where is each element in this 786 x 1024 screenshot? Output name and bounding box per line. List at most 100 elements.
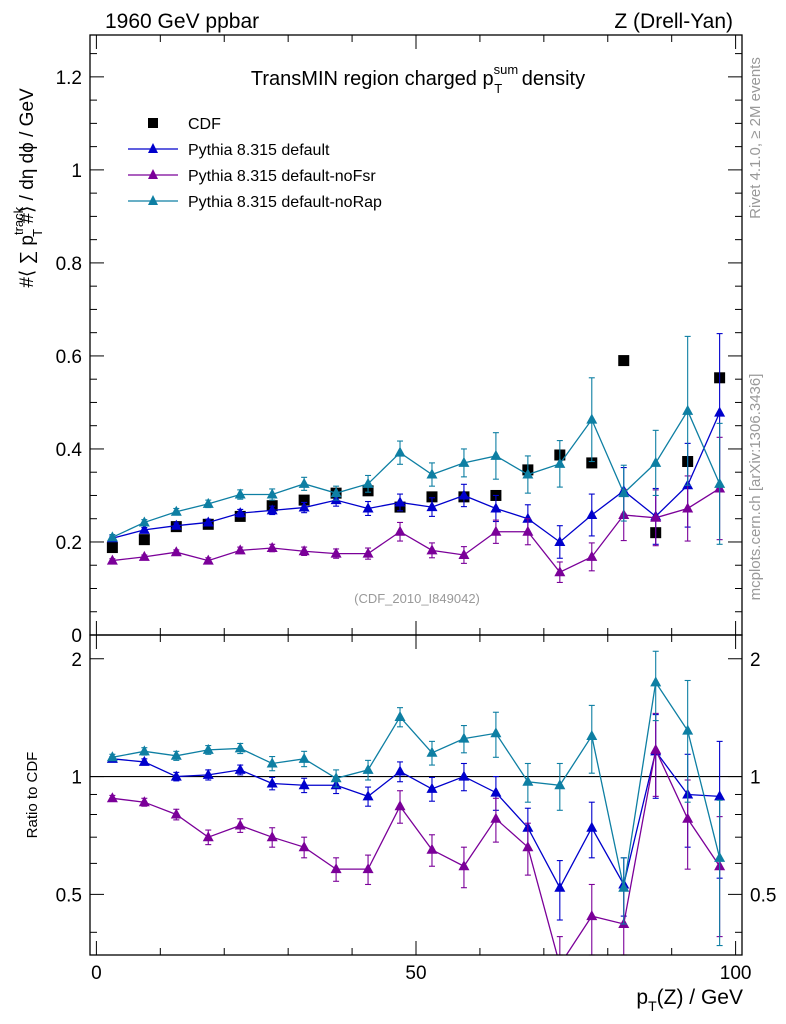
ratio-point-noRap	[362, 763, 374, 774]
ratio-point-noFsr	[298, 841, 310, 852]
ratio-point-default	[554, 881, 566, 892]
main-point-noRap	[202, 497, 214, 508]
main-line-noRap	[112, 409, 721, 538]
main-point-default	[170, 519, 182, 530]
ratio-panel-axes: 0.5 0.5 1 1 2 2 0 50 100	[56, 635, 776, 984]
main-point-default	[458, 489, 470, 500]
ratio-point-noRap	[682, 724, 694, 735]
ratio-point-noRap	[106, 751, 118, 762]
ratio-point-noFsr	[362, 863, 374, 874]
main-point-noFsr	[522, 525, 534, 536]
legend-label-nofsr: Pythia 8.315 default-noFsr	[188, 168, 376, 185]
ratio-point-default	[234, 763, 246, 774]
x-tick-label: 50	[405, 963, 426, 984]
main-panel-series	[106, 333, 726, 583]
ratio-point-default	[362, 790, 374, 801]
ratio-point-noFsr	[394, 800, 406, 811]
main-point-noFsr	[298, 545, 310, 556]
ratio-point-noRap	[426, 746, 438, 757]
main-panel-axes: 0 0.2 0.4 0.6 0.8 1 1.2	[56, 35, 742, 647]
main-point-noFsr	[170, 546, 182, 557]
ratio-point-noRap	[394, 710, 406, 721]
ratio-point-noFsr	[330, 863, 342, 874]
main-point-noRap	[298, 477, 310, 488]
ratio-y-tick-label-right: 2	[750, 650, 761, 671]
main-point-noRap	[682, 404, 694, 415]
ratio-point-default	[394, 765, 406, 776]
ratio-y-tick-label: 2	[71, 650, 82, 671]
main-point-noFsr	[202, 554, 214, 565]
main-y-tick-label: 0.8	[56, 254, 82, 275]
main-point-default	[394, 496, 406, 507]
main-point-noRap	[458, 456, 470, 467]
main-point-default	[298, 501, 310, 512]
main-point-noFsr	[138, 550, 150, 561]
main-point-default	[490, 502, 502, 513]
main-point-noFsr	[234, 544, 246, 555]
ratio-point-noRap	[202, 743, 214, 754]
legend-label-default: Pythia 8.315 default	[188, 142, 330, 159]
ratio-y-tick-label: 0.5	[56, 885, 82, 906]
main-point-data	[106, 542, 118, 554]
ratio-point-noFsr	[586, 910, 598, 921]
main-point-noRap	[522, 468, 534, 479]
mcplots-label: mcplots.cern.ch [arXiv:1306.3436]	[747, 374, 764, 601]
ratio-point-noFsr	[202, 831, 214, 842]
ratio-point-noRap	[458, 732, 470, 743]
main-point-noFsr	[554, 566, 566, 577]
ratio-point-noFsr	[650, 743, 662, 754]
legend-marker-default	[148, 143, 158, 153]
legend-label-norap: Pythia 8.315 default-noRap	[188, 194, 382, 211]
header-right: Z (Drell-Yan)	[614, 10, 733, 33]
ratio-point-noFsr	[234, 819, 246, 830]
analysis-id: (CDF_2010_I849042)	[354, 591, 480, 606]
ratio-point-default	[458, 770, 470, 781]
ratio-point-default	[138, 755, 150, 766]
main-point-default	[234, 507, 246, 518]
main-point-noRap	[266, 488, 278, 499]
ratio-panel-frame	[89, 634, 743, 956]
main-point-noRap	[426, 468, 438, 479]
main-point-noFsr	[106, 554, 118, 565]
main-point-noFsr	[490, 525, 502, 536]
main-title: TransMIN region charged psum T density	[251, 62, 585, 96]
ratio-line-noRap	[112, 680, 721, 888]
ratio-point-noRap	[586, 729, 598, 740]
main-line-noFsr	[112, 487, 720, 574]
main-point-default	[586, 509, 598, 519]
main-point-noRap	[362, 477, 374, 488]
main-point-default	[138, 523, 150, 534]
main-y-tick-label: 1	[71, 161, 82, 182]
ratio-point-noRap	[298, 752, 310, 763]
ratio-point-noRap	[490, 727, 502, 738]
ratio-point-noFsr	[138, 796, 150, 807]
main-point-noRap	[650, 456, 662, 467]
main-point-noRap	[106, 531, 118, 542]
x-axis-label: pT(Z) / GeV	[636, 986, 743, 1014]
ratio-point-noRap	[266, 757, 278, 768]
x-tick-label: 0	[91, 963, 102, 984]
ratio-point-default	[714, 790, 726, 801]
ratio-y-tick-label: 1	[71, 768, 82, 789]
main-point-noRap	[554, 457, 566, 468]
ratio-point-noRap	[650, 676, 662, 687]
ratio-y-tick-label-right: 1	[750, 768, 761, 789]
main-point-noFsr	[682, 502, 694, 513]
legend-marker-nofsr	[148, 169, 158, 179]
ratio-point-default	[266, 777, 278, 788]
main-point-noRap	[586, 413, 598, 424]
ratio-point-noRap	[330, 772, 342, 783]
legend-label-cdf: CDF	[188, 116, 221, 133]
main-point-noRap	[170, 505, 182, 516]
main-point-noFsr	[586, 550, 598, 561]
ratio-point-default	[426, 782, 438, 793]
ratio-point-noFsr	[426, 843, 438, 854]
main-point-data	[586, 457, 598, 469]
main-point-noRap	[490, 449, 502, 460]
main-point-noRap	[330, 487, 342, 498]
legend: CDF Pythia 8.315 default Pythia 8.315 de…	[128, 116, 382, 211]
ratio-point-default	[586, 821, 598, 832]
ratio-y-axis-label: Ratio to CDF	[24, 752, 41, 839]
ratio-point-noFsr	[490, 812, 502, 823]
main-y-tick-label: 0.2	[56, 533, 82, 554]
